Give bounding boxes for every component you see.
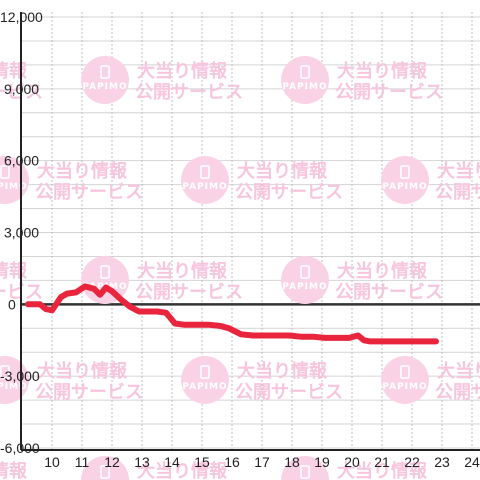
y-tick-label: -6,000 [0, 440, 40, 456]
x-tick-label: 12 [104, 454, 120, 470]
watermark-logo-circle [181, 356, 229, 404]
x-tick-label: 23 [434, 454, 450, 470]
watermark-logo-circle [281, 256, 329, 304]
watermark-logo-icon [0, 365, 10, 379]
watermark-line1: 大当り情報 [137, 60, 228, 82]
watermark-logo-circle [281, 456, 329, 480]
x-tick-label: 18 [284, 454, 300, 470]
watermark-line2: 公開サービス [35, 382, 143, 403]
watermark-logo-icon [100, 465, 110, 479]
watermark-line2: 公開サービス [235, 182, 343, 203]
watermark-line1: 大当り情報 [437, 360, 480, 382]
watermark-logo-text: PAPIMO [182, 182, 227, 192]
watermark-logo-icon [300, 265, 310, 279]
x-tick-label: 14 [164, 454, 180, 470]
watermark-logo-text: PAPIMO [382, 382, 427, 392]
watermark-line1: 大当り情報 [337, 460, 428, 480]
watermark-logo-text: PAPIMO [282, 282, 327, 292]
x-tick-label: 13 [134, 454, 150, 470]
watermark-logo-circle [281, 56, 329, 104]
watermark-logo-icon [300, 65, 310, 79]
watermark-logo-icon [400, 165, 410, 179]
watermark-layer: PAPIMO大当り情報公開サービスPAPIMO大当り情報公開サービスPAPIMO… [0, 56, 480, 480]
watermark-line1: 大当り情報 [137, 460, 228, 480]
axis-layer [20, 12, 480, 451]
watermark-logo-icon [200, 365, 210, 379]
watermark-line2: 公開サービス [35, 182, 143, 203]
watermark-line2: 公開サービス [435, 182, 480, 203]
watermark-logo-text: PAPIMO [82, 82, 127, 92]
watermark-line1: 大当り情報 [137, 260, 228, 282]
watermark-line1: 大当り情報 [237, 360, 328, 382]
x-tick-label: 19 [314, 454, 330, 470]
x-tick-label: 24 [464, 454, 480, 470]
x-tick-label: 15 [194, 454, 210, 470]
watermark-logo-icon [0, 165, 10, 179]
watermark-logo-circle [381, 156, 429, 204]
x-tick-label: 16 [224, 454, 240, 470]
watermark-logo-text: PAPIMO [282, 82, 327, 92]
watermark-line1: 大当り情報 [37, 360, 128, 382]
x-tick-label: 22 [404, 454, 420, 470]
watermark-logo-icon [100, 65, 110, 79]
x-tick-label: 17 [254, 454, 270, 470]
y-tick-label: -3,000 [0, 368, 40, 384]
watermark-line2: 公開サービス [135, 282, 243, 303]
y-tick-label: 3,000 [4, 225, 39, 241]
y-tick-label: 12,000 [0, 9, 43, 25]
watermark-logo-text: PAPIMO [0, 182, 28, 192]
watermark-line1: 大当り情報 [0, 460, 28, 480]
watermark-line1: 大当り情報 [0, 260, 28, 282]
watermark-line2: 公開サービス [335, 82, 443, 103]
watermark-line2: 公開サービス [135, 82, 243, 103]
watermark-logo-text: PAPIMO [0, 382, 28, 392]
watermark-line1: 大当り情報 [437, 160, 480, 182]
watermark-logo-icon [100, 265, 110, 279]
series-layer [25, 283, 439, 345]
watermark-logo-icon [300, 465, 310, 479]
watermark-line2: 公開サービス [435, 382, 480, 403]
watermark-logo-circle [81, 456, 129, 480]
watermark-logo-icon [200, 165, 210, 179]
watermark-line1: 大当り情報 [237, 160, 328, 182]
watermark-logo-icon [400, 365, 410, 379]
watermark-logo-circle [81, 56, 129, 104]
watermark-line2: 公開サービス [235, 382, 343, 403]
watermark-logo-text: PAPIMO [382, 182, 427, 192]
x-tick-label: 11 [75, 454, 90, 470]
x-tick-label: 21 [374, 454, 390, 470]
x-tick-label: 20 [344, 454, 360, 470]
y-tick-label: 9,000 [4, 81, 39, 97]
y-tick-label: 0 [8, 296, 16, 312]
watermark-line2: 公開サービス [335, 282, 443, 303]
watermark-line1: 大当り情報 [37, 160, 128, 182]
watermark-logo-text: PAPIMO [182, 382, 227, 392]
watermark-line1: 大当り情報 [0, 60, 28, 82]
x-tick-label: 10 [44, 454, 60, 470]
series-line-0 [25, 283, 439, 345]
watermark-logo-circle [181, 156, 229, 204]
y-tick-label: 6,000 [4, 153, 39, 169]
watermark-line1: 大当り情報 [337, 260, 428, 282]
watermark-line1: 大当り情報 [337, 60, 428, 82]
label-layer: -6,000 -3,000 0 3,000 6,000 9,000 12,000 10 11 12… [0, 9, 480, 470]
watermark-logo-circle [381, 356, 429, 404]
